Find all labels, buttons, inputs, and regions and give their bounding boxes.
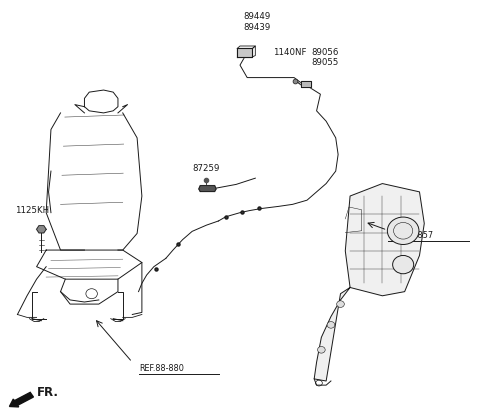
Polygon shape	[199, 186, 216, 191]
Circle shape	[387, 217, 419, 244]
Polygon shape	[237, 48, 252, 57]
Text: 1125KH: 1125KH	[15, 206, 49, 215]
Polygon shape	[36, 226, 46, 233]
Text: REF.84-857: REF.84-857	[388, 231, 433, 240]
Text: 1140NF: 1140NF	[274, 48, 307, 57]
Text: 89055: 89055	[312, 58, 339, 67]
Circle shape	[336, 301, 344, 307]
Text: 87259: 87259	[192, 164, 219, 173]
Circle shape	[327, 322, 335, 328]
Polygon shape	[345, 183, 424, 296]
Text: FR.: FR.	[36, 386, 59, 399]
Polygon shape	[314, 287, 350, 381]
Circle shape	[318, 347, 325, 353]
Text: 89449: 89449	[244, 13, 271, 21]
Text: 89056: 89056	[312, 48, 339, 57]
Circle shape	[393, 256, 414, 274]
FancyArrow shape	[10, 392, 34, 407]
Text: REF.88-880: REF.88-880	[140, 364, 184, 373]
Text: 89439: 89439	[244, 23, 271, 32]
Polygon shape	[301, 81, 311, 87]
